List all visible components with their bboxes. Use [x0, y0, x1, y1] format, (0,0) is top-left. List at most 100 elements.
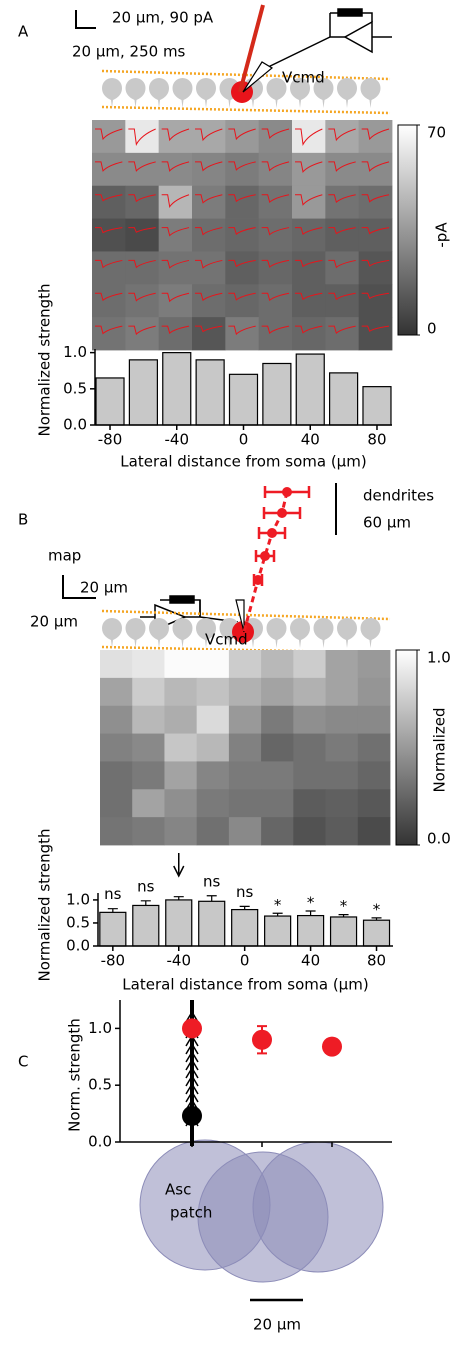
- cell-trace: [295, 128, 323, 146]
- bar: [95, 377, 125, 426]
- bar: [198, 900, 226, 947]
- heatmap-cell: [325, 817, 359, 846]
- heatmap-cell: [292, 317, 326, 351]
- cell-trace: [195, 128, 223, 142]
- heatmap-cell: [325, 251, 360, 285]
- cell-trace: [95, 128, 123, 141]
- cell: [148, 77, 169, 108]
- cell-trace: [128, 259, 156, 269]
- cell-trace: [261, 292, 290, 302]
- heatmap-cell: [325, 733, 359, 762]
- cell-trace: [95, 161, 123, 172]
- heatmap-cell: [192, 284, 226, 318]
- significance-label: ns: [236, 883, 254, 901]
- x-tick-label: 0: [239, 431, 249, 449]
- heatmap-cell: [92, 317, 126, 351]
- heatmap-cell: [357, 733, 391, 762]
- heatmap-cell: [164, 705, 198, 734]
- heatmap-cell: [258, 317, 293, 351]
- cell: [290, 618, 310, 648]
- significance-label: *: [340, 897, 348, 915]
- cell-trace: [195, 161, 223, 172]
- cell-trace: [261, 128, 290, 140]
- heatmap-cell: [164, 677, 198, 707]
- heatmap-cell: [196, 817, 230, 846]
- heatmap-cell: [292, 185, 326, 219]
- cell-trace: [228, 259, 256, 268]
- heatmap-cell: [358, 317, 393, 351]
- heatmap-cell: [100, 705, 133, 734]
- annotation: Vcmd: [282, 69, 325, 87]
- heatmap-cell: [164, 650, 198, 679]
- cell-trace: [228, 292, 256, 301]
- cell-trace: [195, 259, 223, 269]
- heatmap-cell: [132, 733, 165, 762]
- heatmap-cell: [293, 761, 326, 790]
- pipette: [242, 61, 274, 93]
- annotation: 20 μm: [80, 579, 128, 597]
- heatmap-cell: [228, 789, 262, 818]
- heatmap-cell: [325, 761, 359, 790]
- heatmap-cell: [357, 761, 391, 790]
- heatmap-cell: [125, 218, 160, 252]
- cell-trace: [95, 227, 123, 234]
- heatmap-cell: [293, 677, 326, 707]
- cell: [148, 617, 169, 648]
- cell-trace: [361, 194, 390, 203]
- heatmap-cell: [228, 817, 262, 846]
- cell-trace: [328, 292, 356, 301]
- point: [182, 1105, 202, 1126]
- cell-trace: [128, 194, 156, 203]
- heatmap-cell: [261, 733, 294, 762]
- y-tick-label: 0.5: [88, 1076, 112, 1094]
- cell-trace: [228, 227, 256, 236]
- cell-trace: [128, 325, 156, 336]
- cell: [125, 78, 146, 108]
- annotation: map: [48, 547, 81, 565]
- heatmap-cell: [261, 677, 294, 707]
- heatmap-cell: [292, 251, 326, 285]
- heatmap-cell: [357, 789, 391, 818]
- heatmap-cell: [325, 152, 360, 187]
- heatmap-cell: [261, 650, 294, 679]
- heatmap-cell: [293, 817, 326, 846]
- cell-trace: [328, 227, 356, 235]
- significance-label: ns: [137, 877, 155, 895]
- panel-label: A: [18, 23, 29, 41]
- heatmap-cell: [192, 317, 226, 351]
- heatmap-cell: [196, 789, 230, 818]
- panel-label: B: [18, 511, 28, 529]
- y-tick-label: 0.5: [66, 913, 90, 931]
- annotation: 20 μm, 90 pA: [112, 9, 214, 27]
- patch-circles: [139, 1139, 384, 1283]
- error-bar: [371, 917, 382, 921]
- heatmap-cell: [100, 733, 133, 762]
- x-tick-label: 40: [301, 431, 320, 449]
- heatmap-cell: [358, 185, 393, 219]
- cell-trace: [361, 292, 390, 300]
- soma: [232, 621, 254, 643]
- heatmap-cell: [228, 650, 262, 679]
- heatmap-cell: [92, 218, 126, 252]
- heatmap-cell: [158, 185, 193, 219]
- bar: [329, 916, 358, 947]
- heatmap-cell: [258, 120, 293, 154]
- cell-trace: [228, 128, 256, 141]
- point: [322, 1036, 342, 1057]
- error-bar: [206, 895, 217, 902]
- cell-trace: [161, 259, 190, 269]
- cell-trace: [361, 259, 390, 267]
- heatmap-cell: [132, 761, 165, 790]
- cell-trace: [195, 292, 223, 302]
- heatmap-cell: [258, 251, 293, 285]
- heatmap-cell: [325, 185, 360, 219]
- y-axis-label: Normalized strength: [36, 283, 54, 436]
- heatmap-cell: [158, 120, 193, 154]
- heatmap-cell: [132, 705, 165, 734]
- x-tick-label: -40: [165, 431, 190, 449]
- cell-trace: [261, 325, 290, 335]
- heatmap-cell: [100, 789, 133, 818]
- x-tick-label: -80: [98, 431, 123, 449]
- dendrite-point: [260, 551, 270, 561]
- bar: [362, 386, 392, 426]
